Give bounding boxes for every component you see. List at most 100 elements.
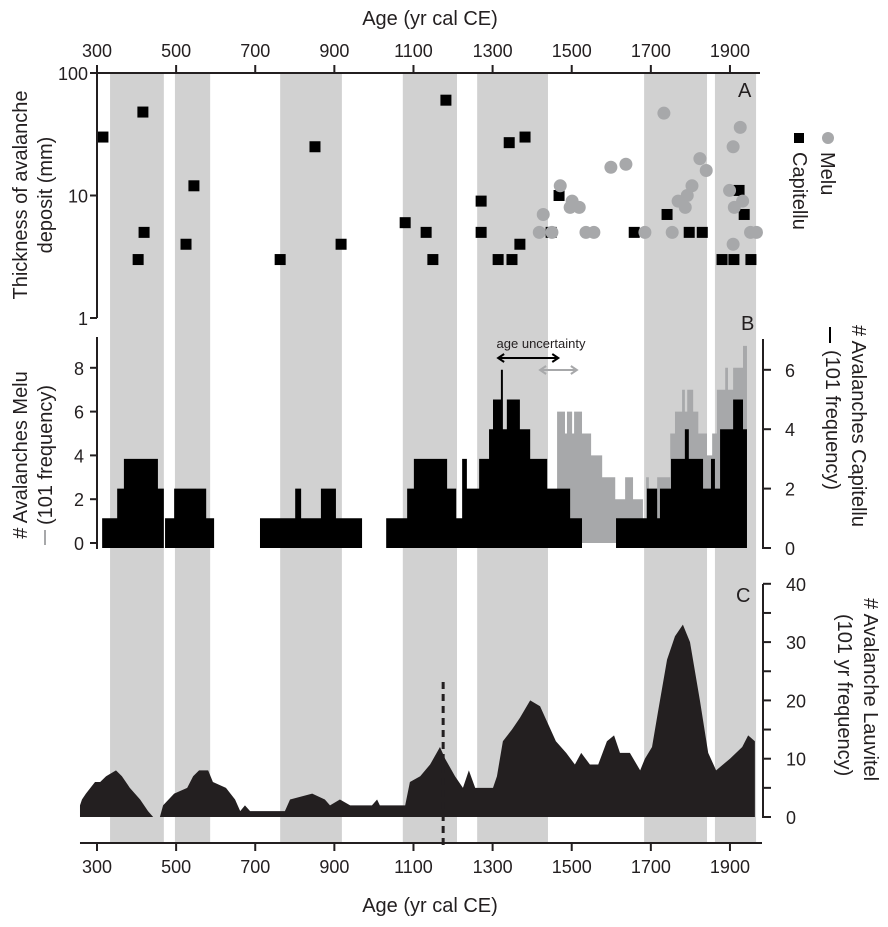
panel-c-ylabel-line2: (101 yr frequency): [833, 614, 855, 776]
capitellu-point: [399, 217, 411, 229]
melu-point: [657, 106, 671, 120]
panel-b-right-y-tick-label: 0: [785, 539, 795, 559]
melu-point: [726, 140, 740, 154]
top-age-tick-label: 300: [82, 41, 112, 61]
panel-b-left-y-tick-label: 2: [74, 490, 84, 510]
capitellu-point: [138, 226, 150, 238]
bottom-age-tick-label: 900: [319, 857, 349, 877]
capitellu-age-uncertainty-arrow-head-right: [551, 353, 561, 363]
panel-letter-b: B: [741, 313, 754, 335]
melu-point: [685, 179, 699, 193]
melu-point: [699, 163, 713, 177]
capitellu-point: [553, 190, 565, 201]
panel-letter-a: A: [738, 80, 752, 102]
panel-letter-c: C: [736, 585, 750, 607]
panel-b-left-y-tick-label: 8: [74, 359, 84, 379]
panel-c: [79, 624, 755, 845]
melu-point: [553, 179, 567, 193]
shaded-period: [110, 73, 164, 843]
capitellu-point: [475, 195, 487, 207]
panel-c-y-tick-label: 40: [786, 575, 806, 595]
melu-point: [572, 200, 586, 214]
capitellu-point: [274, 254, 286, 266]
panel-b: [102, 345, 747, 548]
capitellu-point: [683, 226, 695, 238]
capitellu-point: [97, 131, 109, 143]
top-age-tick-label: 1300: [473, 41, 513, 61]
panel-b-left-ylabel-line1: # Avalanches Melu: [10, 371, 32, 539]
capitellu-point: [137, 106, 149, 118]
melu-point: [638, 225, 652, 239]
top-age-tick-label: 700: [240, 41, 270, 61]
melu-point: [726, 237, 740, 251]
melu-age-uncertainty-arrow-head-right: [570, 365, 579, 375]
shaded-period: [280, 73, 342, 843]
bottom-age-tick-label: 1100: [394, 857, 433, 877]
melu-point: [678, 200, 692, 214]
top-age-tick-label: 1700: [631, 41, 671, 61]
legend-capitellu-marker: [794, 133, 804, 143]
top-age-tick-label: 1900: [710, 41, 750, 61]
melu-age-uncertainty-arrow-head-left: [538, 365, 547, 375]
capitellu-point: [180, 238, 192, 250]
panel-b-left-y-tick-label: 4: [74, 446, 84, 466]
capitellu-frequency-area: [102, 369, 747, 548]
melu-point: [604, 160, 618, 174]
bottom-age-tick-label: 300: [82, 857, 112, 877]
melu-point: [532, 225, 546, 239]
melu-point: [665, 225, 679, 239]
capitellu-age-uncertainty-arrow-head-left: [496, 353, 505, 363]
panel-a-y-tick-label: 1: [78, 309, 88, 329]
capitellu-point: [132, 254, 144, 266]
legend: Melu Capitellu: [788, 132, 838, 230]
bottom-age-tick-label: 1500: [552, 857, 592, 877]
capitellu-point: [716, 254, 728, 266]
melu-point: [693, 152, 707, 166]
panel-c-y-tick-label: 30: [786, 633, 806, 653]
melu-point: [563, 200, 577, 214]
panel-c-y-tick-label: 20: [786, 691, 806, 711]
lauvitel-frequency-area: [79, 624, 755, 817]
capitellu-point: [696, 226, 708, 238]
capitellu-point: [745, 254, 757, 266]
panel-a-y-tick-label: 100: [58, 64, 88, 84]
panel-b-left-y-tick-label: 6: [74, 403, 84, 423]
melu-point: [536, 207, 550, 221]
shaded-period: [402, 73, 457, 843]
melu-point: [587, 225, 601, 239]
age-uncertainty-label: age uncertainty: [497, 336, 586, 351]
panel-b-left-y-tick-label: 0: [74, 534, 84, 554]
panel-b-right-ylabel-line2: (101 frequency): [821, 350, 843, 490]
capitellu-point: [733, 184, 745, 196]
capitellu-point: [503, 137, 515, 149]
melu-point: [723, 183, 737, 197]
capitellu-point: [309, 141, 321, 153]
capitellu-point: [492, 254, 504, 266]
bottom-age-tick-label: 500: [161, 857, 191, 877]
panel-c-y-tick-label: 0: [786, 808, 796, 828]
bottom-age-tick-label: 1700: [631, 857, 671, 877]
shaded-period: [174, 73, 211, 843]
age-uncertainty-arrows: [496, 353, 579, 375]
legend-capitellu-label: Capitellu: [788, 152, 810, 230]
bottom-axis-title: Age (yr cal CE): [362, 895, 498, 917]
panel-c-ylabel-line1: # Avalanche Lauvitel: [859, 598, 881, 781]
capitellu-point: [519, 131, 531, 143]
panel-c-y-tick-label: 10: [786, 750, 806, 770]
capitellu-point: [738, 208, 750, 220]
bottom-age-tick-label: 1900: [710, 857, 750, 877]
bottom-age-tick-label: 1300: [473, 857, 513, 877]
capitellu-point: [661, 208, 673, 220]
capitellu-point: [506, 254, 518, 266]
capitellu-point: [420, 226, 432, 238]
melu-point: [733, 120, 747, 134]
top-age-tick-label: 1500: [552, 41, 592, 61]
panel-b-right-y-tick-label: 4: [785, 420, 795, 440]
panel-a-ylabel-line2: deposit (mm): [35, 137, 57, 254]
legend-melu-label: Melu: [816, 152, 838, 195]
capitellu-point: [427, 254, 439, 266]
panel-a-y-tick-label: 10: [68, 187, 88, 207]
bottom-age-tick-label: 700: [240, 857, 270, 877]
